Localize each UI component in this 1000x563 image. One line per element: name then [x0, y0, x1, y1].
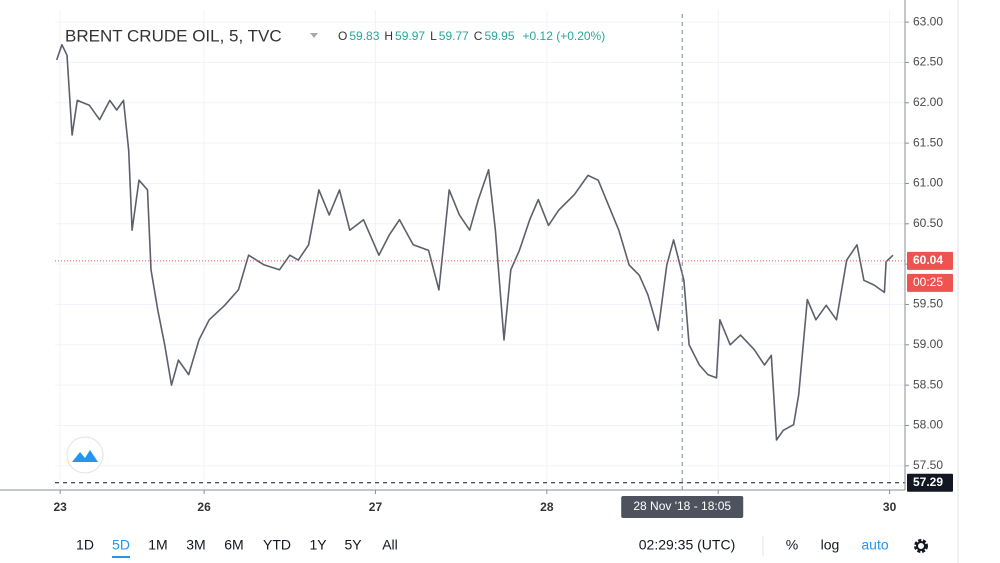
- x-tick-label: 30: [883, 500, 897, 514]
- y-tick-label: 62.00: [913, 95, 943, 109]
- axes: 57.5058.0058.5059.0059.5060.0060.5061.00…: [0, 0, 953, 518]
- y-tick-label: 61.00: [913, 176, 943, 190]
- range-button[interactable]: 1M: [148, 537, 167, 553]
- range-button[interactable]: 1D: [76, 537, 94, 553]
- y-tick-label: 60.50: [913, 216, 943, 230]
- settings-icon[interactable]: [914, 539, 928, 553]
- range-button[interactable]: 3M: [186, 537, 205, 553]
- low-box: [907, 473, 953, 492]
- scale-button[interactable]: log: [821, 537, 840, 553]
- ohlc-value: 59.77: [439, 29, 469, 43]
- y-tick-label: 62.50: [913, 55, 943, 69]
- x-tick-label: 26: [197, 500, 211, 514]
- bottom-toolbar: 1D 5D 1M 3M 6M YTD 1Y 5Y All 02:29:35 (UTC)% log au…: [76, 536, 889, 558]
- scale-button[interactable]: auto: [861, 537, 888, 553]
- crosshair-box: [621, 496, 744, 518]
- y-tick-label: 58.00: [913, 418, 943, 432]
- range-button[interactable]: 6M: [224, 537, 243, 553]
- y-tick-label: 57.50: [913, 458, 943, 472]
- countdown-box: [907, 273, 953, 292]
- logo-shape: [72, 450, 98, 462]
- scale-button[interactable]: %: [786, 537, 798, 553]
- ohlc-legend: O 59.83 H 59.97 L 59.77 C 59.95 +0.12 (+0.20%): [338, 29, 605, 43]
- ohlc-value: 59.83: [349, 29, 379, 43]
- y-tick-label: 58.50: [913, 377, 943, 391]
- range-button[interactable]: 1Y: [309, 537, 327, 553]
- range-button[interactable]: 5Y: [344, 537, 362, 553]
- gear-body: [916, 541, 926, 551]
- price-line: [55, 43, 894, 441]
- last-price-box: [907, 251, 953, 270]
- y-tick-label: 59.00: [913, 337, 943, 351]
- ohlc-key: O: [338, 29, 347, 43]
- y-tick-label: 63.00: [913, 14, 943, 28]
- change: +0.12 (+0.20%): [523, 29, 606, 43]
- logo-circle: [66, 436, 104, 474]
- range-button[interactable]: All: [382, 537, 398, 553]
- logo: [66, 436, 104, 474]
- y-tick-label: 61.50: [913, 135, 943, 149]
- x-tick-label: 27: [369, 500, 383, 514]
- plot: [55, 14, 905, 490]
- range-button[interactable]: YTD: [263, 537, 291, 553]
- dropdown-icon: [310, 33, 318, 38]
- range-button[interactable]: 5D: [112, 537, 130, 553]
- ohlc-key: L: [430, 29, 437, 43]
- countdown-label: 00:25: [913, 275, 943, 289]
- ohlc-value: 59.95: [484, 29, 514, 43]
- y-tick-label: 59.50: [913, 297, 943, 311]
- ohlc-value: 59.97: [395, 29, 425, 43]
- chart-title: BRENT CRUDE OIL, 5, TVC: [65, 26, 282, 45]
- x-tick-label: 23: [53, 500, 67, 514]
- x-tick-label: 28: [540, 500, 554, 514]
- clock: 02:29:35 (UTC): [639, 537, 735, 553]
- ohlc-key: C: [474, 29, 483, 43]
- gear-teeth: [914, 539, 928, 553]
- last-price-label: 60.04: [913, 253, 943, 267]
- ohlc-key: H: [384, 29, 393, 43]
- crosshair-label: 28 Nov '18 - 18:05: [633, 499, 731, 513]
- low-label: 57.29: [913, 475, 943, 489]
- grid: [55, 10, 905, 490]
